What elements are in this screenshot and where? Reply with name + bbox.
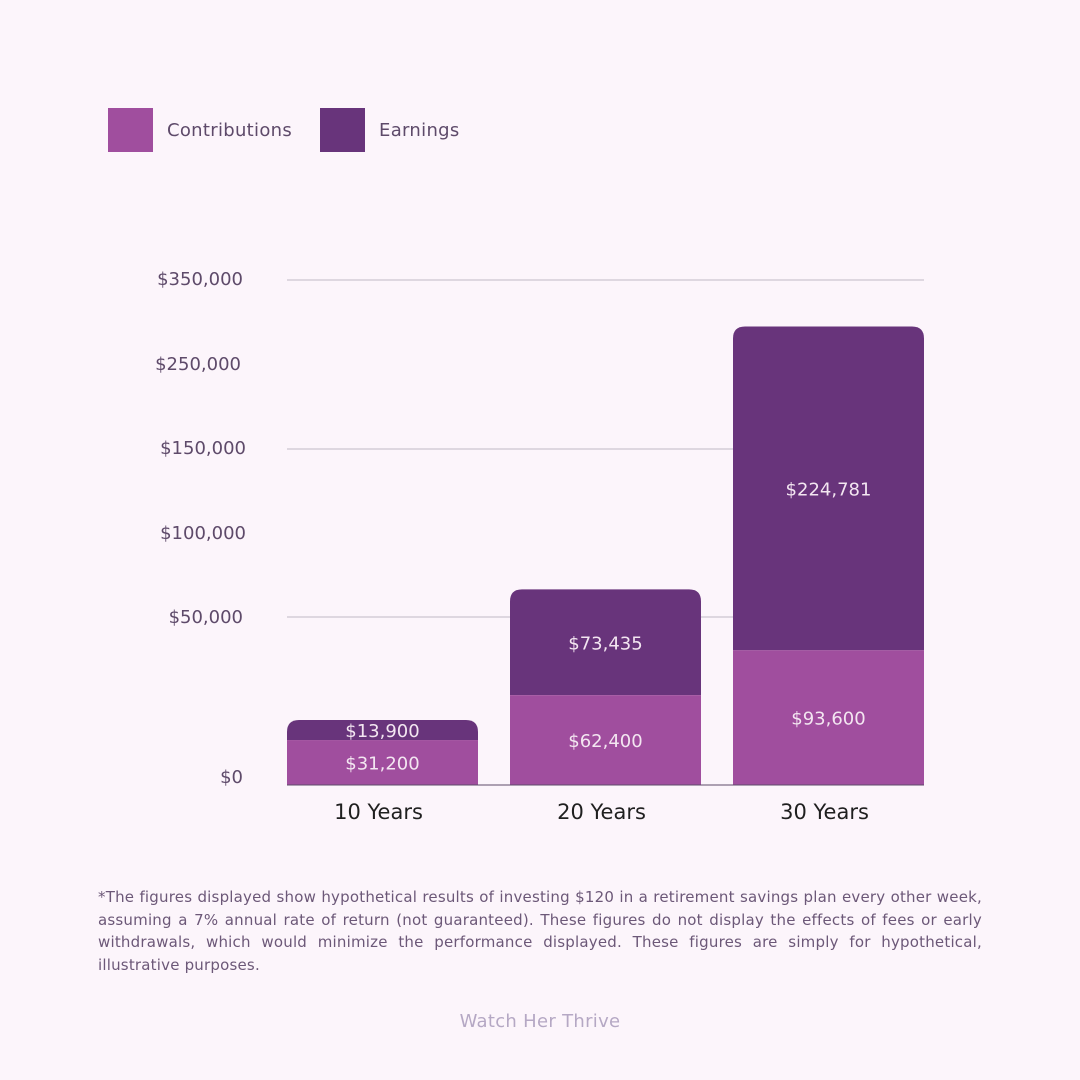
legend-swatch-contributions	[108, 108, 153, 152]
footnote: *The figures displayed show hypothetical…	[98, 888, 982, 974]
legend-label-earnings: Earnings	[379, 119, 460, 141]
data-label-earnings: $13,900	[345, 721, 419, 742]
chart-legend: Contributions Earnings	[108, 108, 488, 152]
bar-earnings-30-years	[733, 326, 924, 651]
x-tick-label: 10 Years	[334, 800, 423, 824]
y-tick-label: $250,000	[155, 354, 241, 375]
y-tick-label: $50,000	[169, 607, 243, 628]
bar-contributions-10-years	[287, 740, 478, 785]
data-label-contributions: $93,600	[791, 709, 865, 730]
data-label-earnings: $224,781	[786, 479, 872, 500]
y-tick-label: $0	[220, 767, 243, 788]
bar-earnings-20-years	[510, 589, 701, 696]
brand-name: Watch Her Thrive	[459, 1011, 621, 1032]
data-label-contributions: $31,200	[345, 754, 419, 775]
x-tick-label: 20 Years	[557, 800, 646, 824]
legend-label-contributions: Contributions	[167, 119, 293, 141]
bar-contributions-30-years	[733, 650, 924, 785]
y-tick-label: $100,000	[160, 523, 246, 544]
data-label-earnings: $73,435	[568, 633, 642, 654]
stacked-bar-chart: $0 $50,000 $100,000 $150,000 $250,000 $350,00…	[155, 269, 924, 824]
data-label-contributions: $62,400	[568, 731, 642, 752]
bar-contributions-20-years	[510, 695, 701, 785]
y-tick-label: $350,000	[157, 269, 243, 290]
bar-earnings-10-years	[287, 720, 478, 741]
legend-swatch-earnings	[320, 108, 366, 152]
y-tick-label: $150,000	[160, 438, 246, 459]
x-tick-label: 30 Years	[780, 800, 869, 824]
legend-item-earnings: Earnings	[320, 108, 460, 152]
legend-item-contributions: Contributions	[108, 108, 292, 152]
